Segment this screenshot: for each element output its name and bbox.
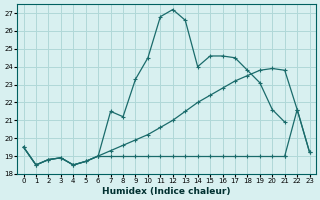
X-axis label: Humidex (Indice chaleur): Humidex (Indice chaleur) <box>102 187 231 196</box>
